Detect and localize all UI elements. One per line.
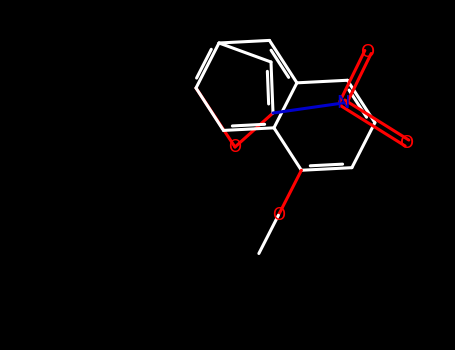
Text: N: N <box>336 94 350 112</box>
Text: O: O <box>272 206 285 224</box>
Text: O: O <box>361 43 375 61</box>
Text: O: O <box>228 138 242 156</box>
Text: O: O <box>400 134 414 152</box>
